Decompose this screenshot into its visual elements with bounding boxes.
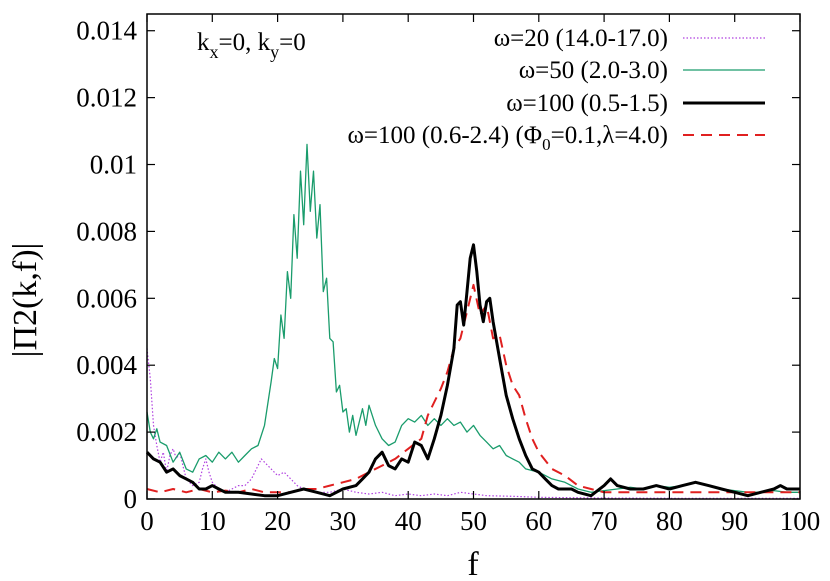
y-tick-label: 0.008 xyxy=(76,216,137,246)
y-tick-label: 0.006 xyxy=(76,283,137,313)
x-tick-label: 80 xyxy=(656,506,683,536)
y-tick-label: 0.012 xyxy=(76,83,137,113)
y-tick-label: 0.014 xyxy=(76,16,137,46)
x-tick-label: 90 xyxy=(721,506,748,536)
y-tick-label: 0.01 xyxy=(90,150,137,180)
series-line-0 xyxy=(146,348,800,499)
legend: ω=20 (14.0-17.0) ω=50 (2.0-3.0) ω=100 (0… xyxy=(347,25,765,154)
x-tick-label: 0 xyxy=(140,506,154,536)
y-tick-label: 0.004 xyxy=(76,350,137,380)
y-axis-title: |Π2(k,f)| xyxy=(7,243,44,358)
x-axis-ticks: 0 10 20 30 40 50 60 70 80 90 100 xyxy=(140,14,820,536)
x-tick-label: 10 xyxy=(199,506,226,536)
y-tick-label: 0.002 xyxy=(76,417,137,447)
series-line-3 xyxy=(146,283,800,494)
x-tick-label: 100 xyxy=(780,506,821,536)
x-tick-label: 40 xyxy=(395,506,422,536)
x-tick-label: 20 xyxy=(264,506,291,536)
x-axis-title: f xyxy=(467,546,479,581)
y-tick-label: 0 xyxy=(124,484,138,514)
plot-curves xyxy=(145,143,800,499)
legend-label-omega100: ω=100 (0.5-1.5) xyxy=(506,90,668,117)
y-axis-ticks: 0 0.002 0.004 0.006 0.008 0.01 0.012 0.014 xyxy=(76,16,800,514)
x-tick-label: 60 xyxy=(525,506,552,536)
legend-label-omega50: ω=50 (2.0-3.0) xyxy=(519,57,668,84)
series-line-2 xyxy=(145,243,800,498)
x-tick-label: 30 xyxy=(329,506,356,536)
legend-label-omega20: ω=20 (14.0-17.0) xyxy=(494,25,668,52)
x-tick-label: 70 xyxy=(591,506,618,536)
legend-label-omega100-phi: ω=100 (0.6-2.4) (Φ0=0.1,λ=4.0) xyxy=(347,122,668,154)
series-line-1 xyxy=(146,143,800,493)
x-tick-label: 50 xyxy=(460,506,487,536)
wavevector-annotation: kx=0, ky=0 xyxy=(197,29,306,62)
